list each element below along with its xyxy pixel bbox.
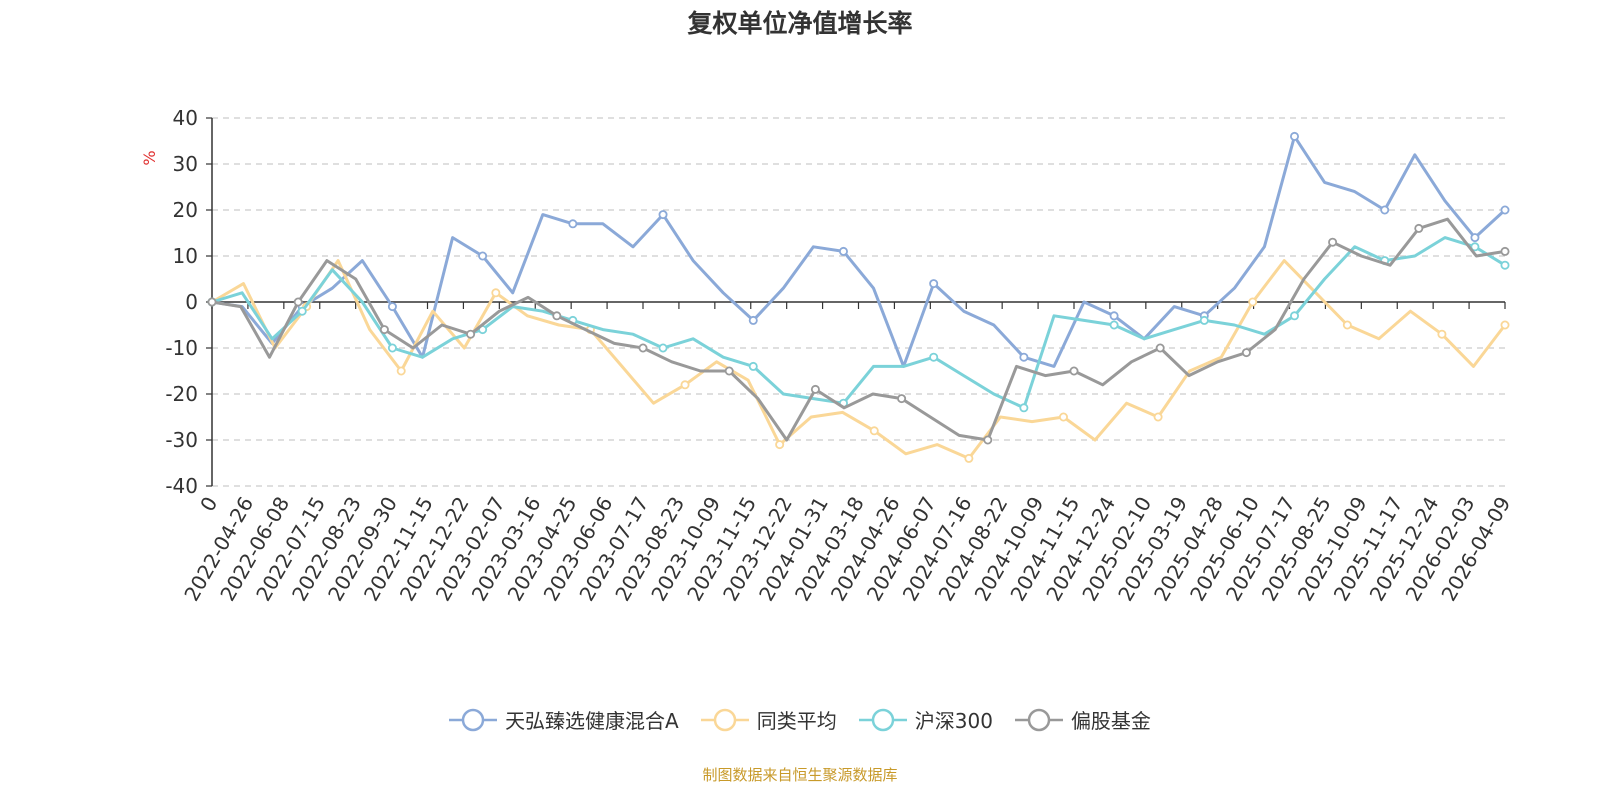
legend-swatch-icon bbox=[858, 708, 907, 731]
y-tick-label: -10 bbox=[165, 336, 198, 360]
data-point bbox=[638, 343, 648, 353]
data-point bbox=[1153, 412, 1163, 422]
y-tick-label: 20 bbox=[173, 198, 198, 222]
legend-item[interactable]: 同类平均 bbox=[700, 705, 837, 734]
series-0 bbox=[207, 131, 1510, 368]
data-point bbox=[379, 325, 389, 335]
data-point bbox=[869, 426, 879, 436]
data-point bbox=[1500, 205, 1510, 215]
y-tick-label: -40 bbox=[165, 474, 198, 498]
data-point bbox=[297, 306, 307, 316]
y-tick-label: -30 bbox=[165, 428, 198, 452]
series-line bbox=[211, 236, 1506, 410]
data-point bbox=[1290, 131, 1300, 141]
data-point bbox=[1470, 233, 1480, 243]
data-point bbox=[1248, 297, 1258, 307]
data-point bbox=[1019, 403, 1029, 413]
data-point bbox=[1470, 242, 1480, 252]
data-point bbox=[748, 315, 758, 325]
data-point bbox=[897, 394, 907, 404]
data-point bbox=[680, 380, 690, 390]
data-point bbox=[552, 311, 562, 321]
data-point bbox=[387, 302, 397, 312]
legend-label: 沪深300 bbox=[914, 709, 993, 733]
legend-item[interactable]: 天弘臻选健康混合A bbox=[449, 705, 679, 734]
data-point bbox=[396, 366, 406, 376]
data-point bbox=[1199, 315, 1209, 325]
source-note: 制图数据来自恒生聚源数据库 bbox=[702, 766, 898, 784]
data-point bbox=[1109, 320, 1119, 330]
data-point bbox=[293, 297, 303, 307]
data-point bbox=[748, 361, 758, 371]
data-point bbox=[775, 440, 785, 450]
data-point bbox=[810, 384, 820, 394]
data-point bbox=[1437, 329, 1447, 339]
legend-label: 同类平均 bbox=[756, 709, 837, 733]
legend-swatch-icon bbox=[700, 708, 749, 731]
series-line bbox=[211, 259, 1507, 460]
y-tick-label: 30 bbox=[173, 152, 198, 176]
data-point bbox=[658, 210, 668, 220]
data-point bbox=[1069, 366, 1079, 376]
data-point bbox=[1500, 246, 1510, 256]
data-point bbox=[1058, 412, 1068, 422]
data-point bbox=[929, 279, 939, 289]
data-point bbox=[658, 343, 668, 353]
data-point bbox=[207, 297, 217, 307]
chart-title: 复权单位净值增长率 bbox=[687, 9, 913, 38]
y-axis-label: % bbox=[140, 150, 159, 165]
legend-label: 天弘臻选健康混合A bbox=[505, 709, 679, 733]
data-point bbox=[964, 453, 974, 463]
data-point bbox=[1500, 320, 1510, 330]
data-point bbox=[466, 329, 476, 339]
series-line bbox=[211, 134, 1507, 368]
data-point bbox=[929, 352, 939, 362]
legend-swatch-icon bbox=[449, 708, 498, 731]
data-point bbox=[983, 435, 993, 445]
axes: -40-30-20-1001020304002022-04-262022-06-… bbox=[165, 106, 1515, 605]
data-point bbox=[1109, 311, 1119, 321]
data-point bbox=[491, 288, 501, 298]
y-tick-label: 0 bbox=[185, 290, 198, 314]
legend-item[interactable]: 沪深300 bbox=[858, 705, 993, 734]
data-point bbox=[387, 343, 397, 353]
data-point bbox=[1241, 348, 1251, 358]
legend: 天弘臻选健康混合A 同类平均 沪深300 偏股基金 bbox=[0, 705, 1600, 734]
data-point bbox=[1500, 260, 1510, 270]
data-point bbox=[838, 246, 848, 256]
y-tick-label: 40 bbox=[173, 106, 198, 130]
data-point bbox=[568, 219, 578, 229]
series-3 bbox=[207, 217, 1510, 445]
legend-item[interactable]: 偏股基金 bbox=[1014, 705, 1151, 734]
data-point bbox=[1019, 352, 1029, 362]
data-point bbox=[1380, 205, 1390, 215]
data-point bbox=[1328, 237, 1338, 247]
x-tick-label: 0 bbox=[195, 493, 222, 516]
data-point bbox=[724, 366, 734, 376]
data-point bbox=[1155, 343, 1165, 353]
legend-swatch-icon bbox=[1014, 708, 1063, 731]
y-tick-label: -20 bbox=[165, 382, 198, 406]
legend-label: 偏股基金 bbox=[1070, 709, 1151, 733]
data-point bbox=[1290, 311, 1300, 321]
data-point bbox=[478, 251, 488, 261]
data-point bbox=[1414, 223, 1424, 233]
series-line bbox=[211, 217, 1506, 442]
data-point bbox=[1342, 320, 1352, 330]
series-lines bbox=[207, 131, 1510, 463]
y-tick-label: 10 bbox=[173, 244, 198, 268]
line-chart: -40-30-20-1001020304002022-04-262022-06-… bbox=[140, 106, 1515, 605]
